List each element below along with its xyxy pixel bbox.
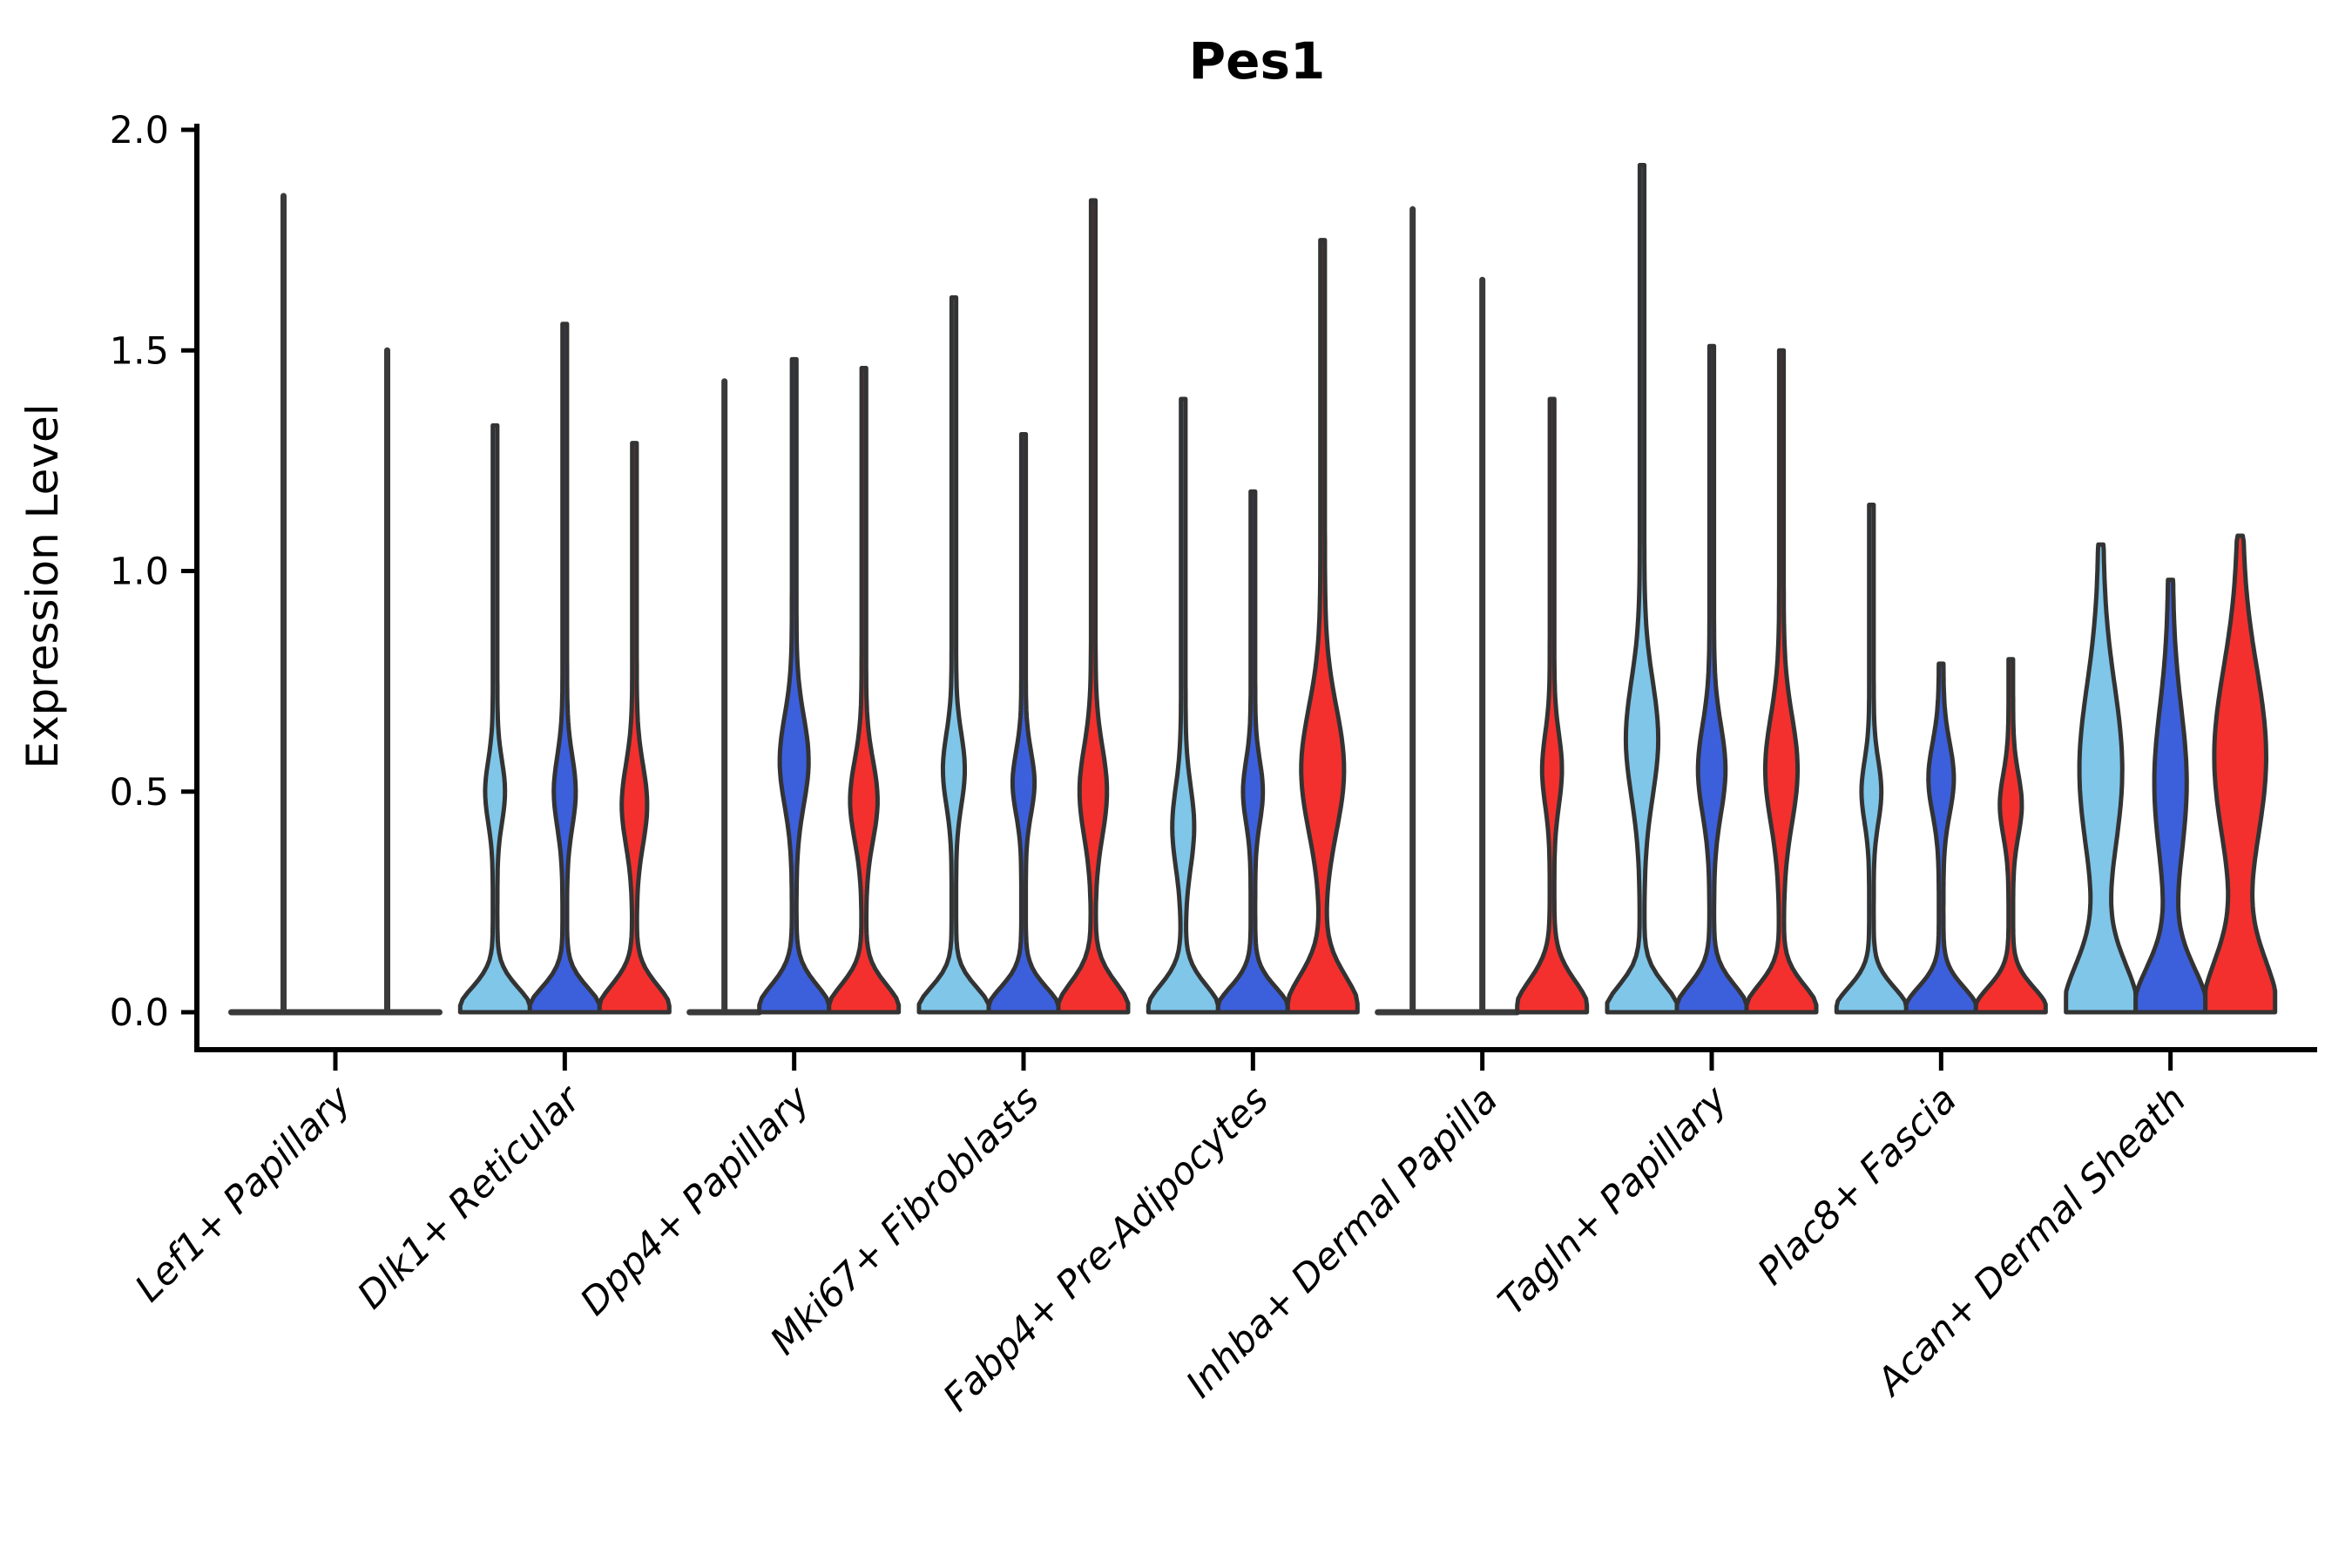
violin-red xyxy=(2203,533,2278,1015)
x-tick-label: Plac8+ Fascia xyxy=(1749,1078,1965,1294)
violin-dark_blue xyxy=(1674,343,1749,1015)
violin-dark_blue xyxy=(1215,489,1290,1015)
y-tick-label: 1.0 xyxy=(110,551,169,594)
y-tick-label: 2.0 xyxy=(110,109,169,152)
chart-title: Pes1 xyxy=(1189,31,1326,91)
violin-layer xyxy=(228,163,2278,1016)
y-tick-label: 1.5 xyxy=(110,329,169,373)
y-tick-label: 0.0 xyxy=(110,991,169,1035)
violin-red xyxy=(827,366,902,1015)
violin-red xyxy=(1515,396,1590,1015)
y-axis-label: Expression Level xyxy=(17,403,68,768)
violin-light_blue xyxy=(2064,542,2139,1015)
x-tick-label: Dlk1+ Reticular xyxy=(349,1077,591,1318)
violin-red xyxy=(597,441,672,1015)
violin-dark_blue xyxy=(986,432,1061,1015)
violin-dark_blue xyxy=(527,321,602,1015)
violin-light_blue xyxy=(457,422,532,1015)
violin-dark_blue xyxy=(2133,578,2208,1015)
y-tick-label: 0.5 xyxy=(110,771,169,814)
x-tick-label: Lef1+ Papillary xyxy=(127,1078,360,1310)
violin-red xyxy=(1744,348,1819,1015)
violin-light_blue xyxy=(1834,503,1909,1015)
violin-light_blue xyxy=(1146,396,1220,1015)
violin-red xyxy=(1973,657,2048,1015)
x-tick-label: Tagln+ Papillary xyxy=(1490,1078,1737,1324)
violin-light_blue xyxy=(916,295,991,1015)
violin-light_blue xyxy=(1605,163,1680,1015)
violin-red xyxy=(1056,198,1131,1015)
violin-dark_blue xyxy=(1903,661,1978,1015)
violin-red xyxy=(1285,238,1360,1015)
x-tick-label: Dpp4+ Papillary xyxy=(572,1078,819,1324)
violin-dark_blue xyxy=(757,356,832,1015)
